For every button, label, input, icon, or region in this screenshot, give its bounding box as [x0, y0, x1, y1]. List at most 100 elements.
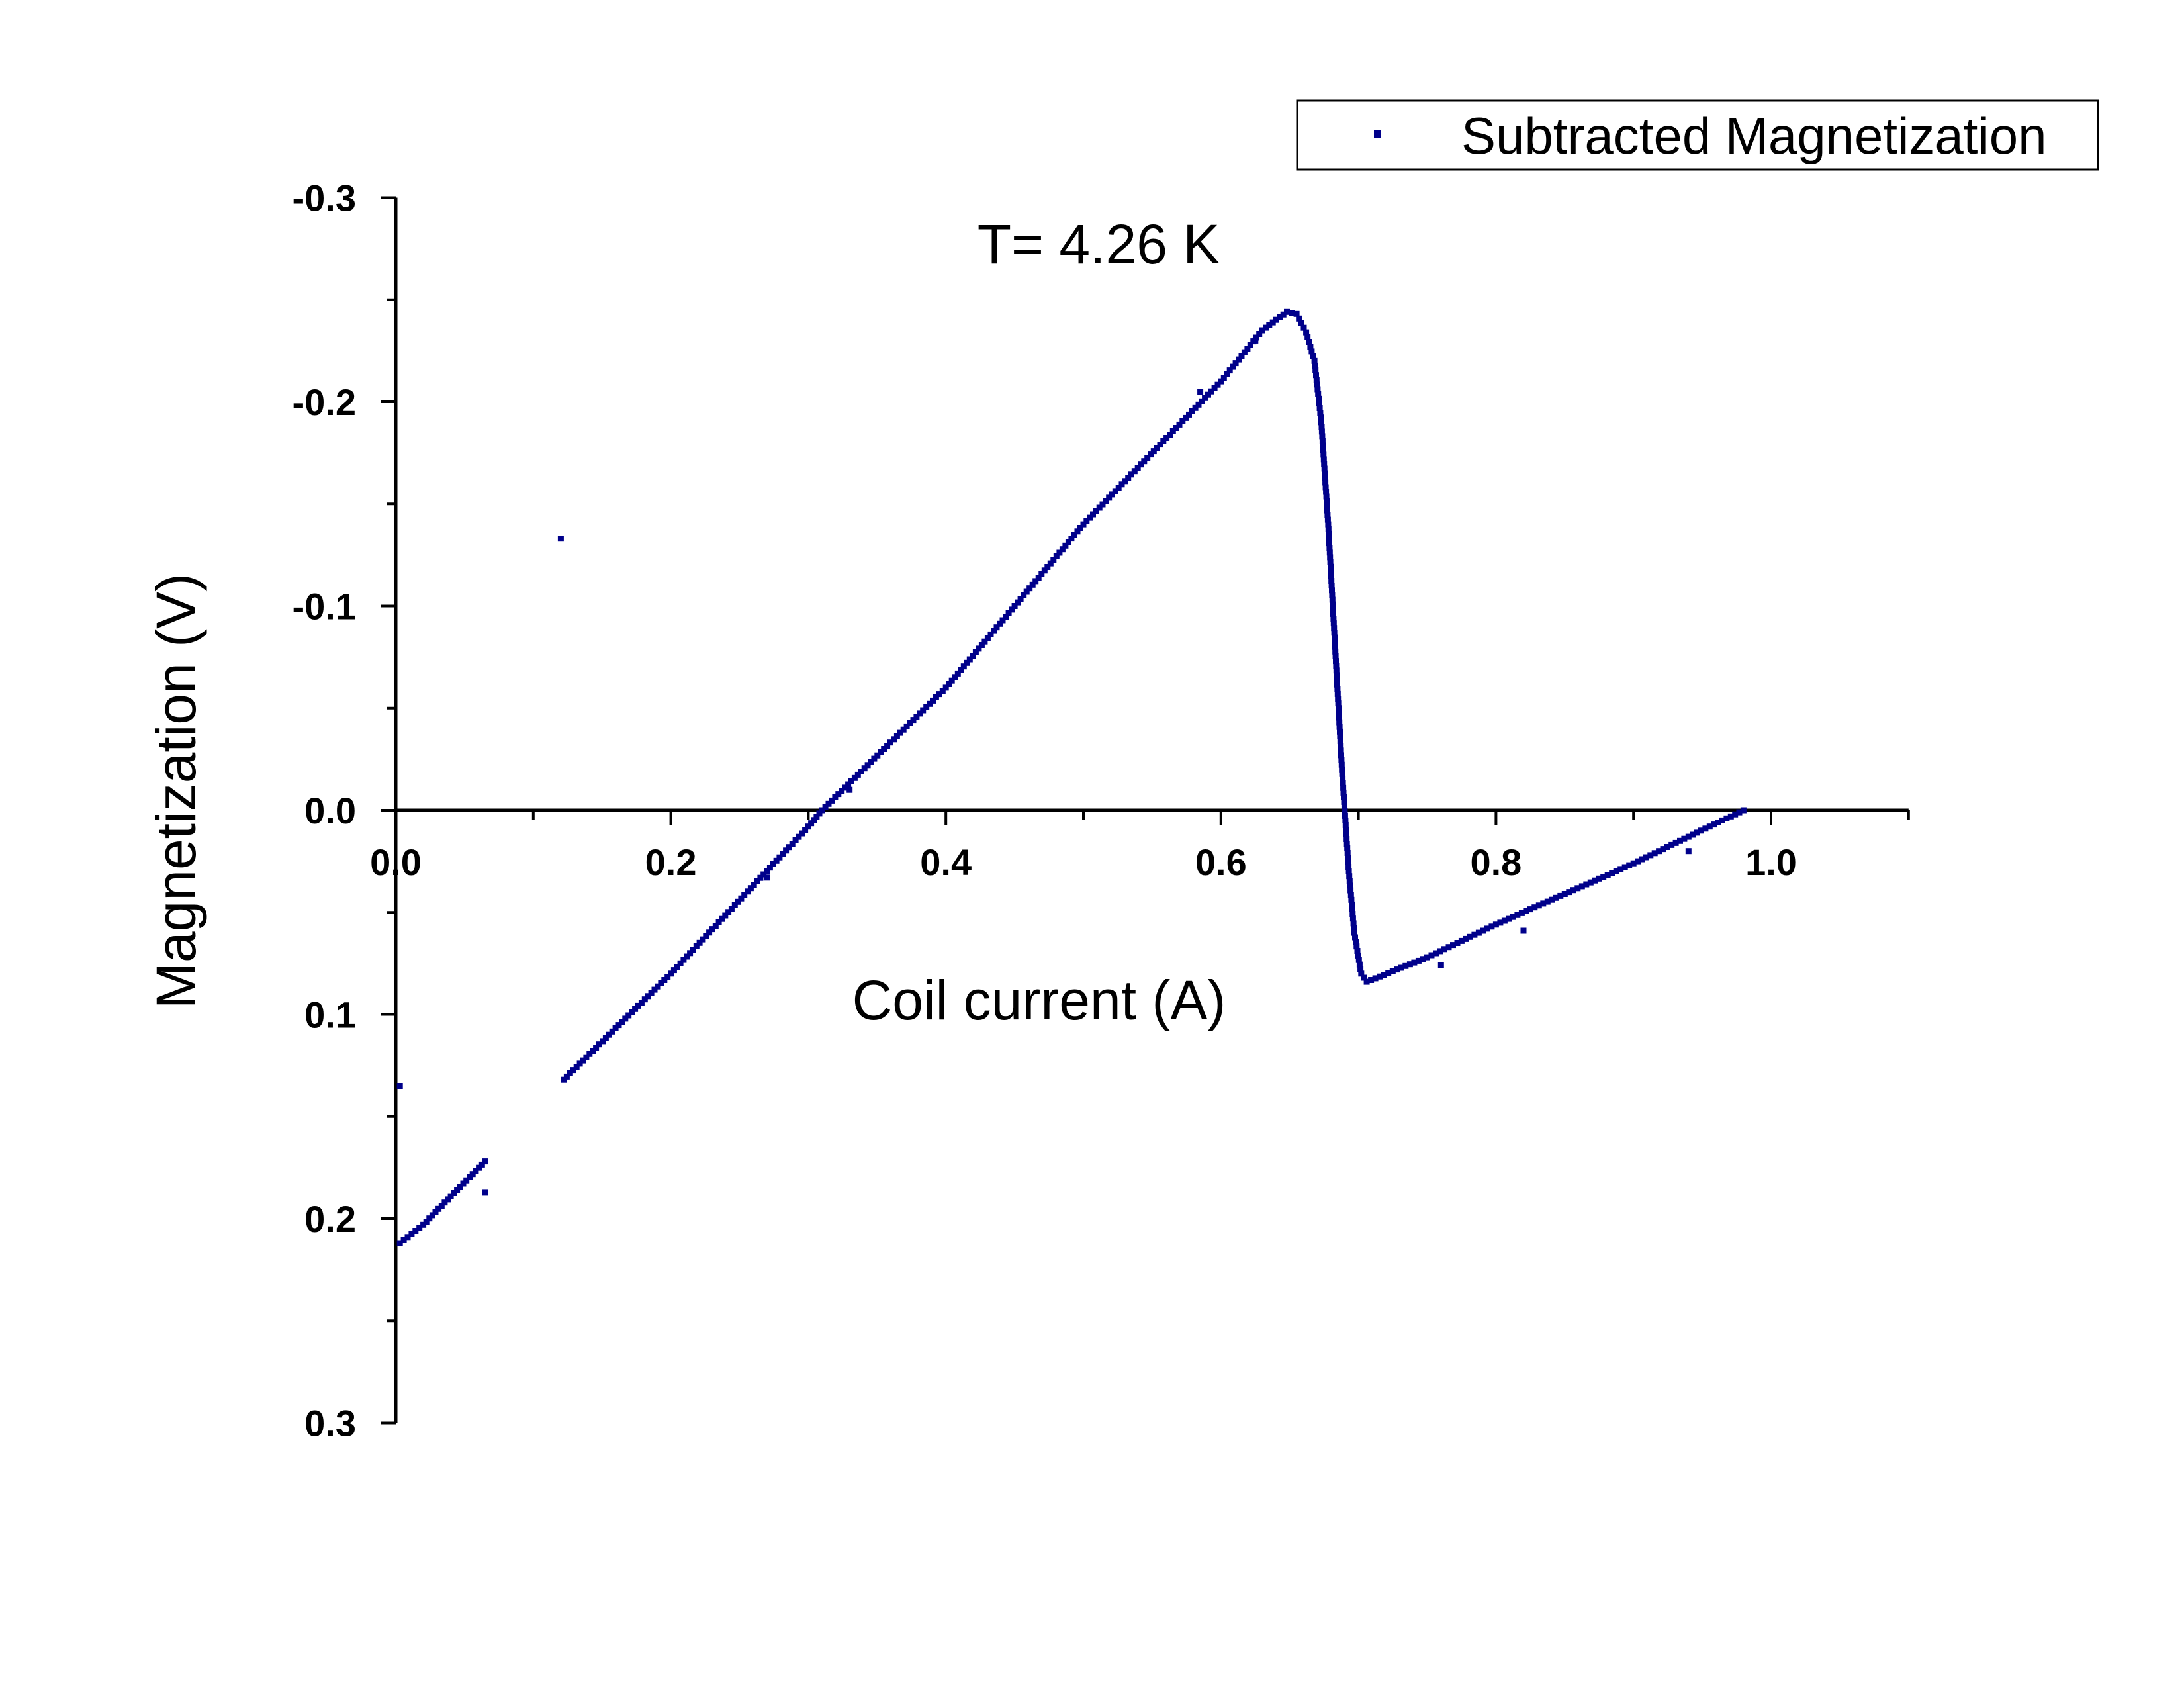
data-point [966, 656, 973, 663]
data-point [1163, 435, 1170, 441]
data-point [802, 827, 809, 833]
data-point [1723, 815, 1730, 821]
data-point [1332, 634, 1338, 641]
data-point [1711, 821, 1717, 828]
data-point [700, 936, 706, 943]
data-point [1347, 882, 1353, 889]
data-point [1357, 966, 1364, 972]
data-point [811, 817, 817, 823]
data-point [1342, 812, 1348, 819]
data-point [1570, 887, 1576, 894]
data-point [1308, 348, 1315, 355]
data-point [1330, 606, 1336, 612]
data-point [946, 681, 952, 687]
data-point [445, 1196, 451, 1203]
data-point [1523, 908, 1529, 914]
data-point [1527, 906, 1533, 913]
data-point [1336, 724, 1343, 730]
data-point [1269, 319, 1276, 326]
data-point [1549, 896, 1555, 903]
data-point [1381, 972, 1387, 978]
data-point [1319, 438, 1326, 444]
data-point [1361, 974, 1367, 981]
data-point [799, 830, 805, 837]
data-point [635, 1002, 641, 1009]
data-point [573, 1064, 580, 1070]
data-point [563, 1073, 570, 1080]
data-point [1318, 419, 1324, 426]
data-point [706, 929, 713, 936]
y-tick-label: 0.1 [304, 994, 356, 1036]
data-point [1617, 866, 1624, 872]
data-point [927, 700, 933, 707]
data-point [1326, 549, 1333, 556]
data-point [1050, 557, 1057, 563]
data-point [1087, 514, 1093, 521]
data-point [972, 649, 979, 655]
data-point [907, 720, 913, 726]
data-point [416, 1225, 423, 1231]
data-point [612, 1025, 619, 1031]
data-point [1202, 395, 1208, 401]
y-tick-label: 0.2 [304, 1198, 356, 1240]
data-point [1334, 672, 1340, 679]
data-point [703, 933, 709, 939]
data-point [451, 1190, 457, 1196]
data-point [668, 970, 674, 977]
data-point [1266, 322, 1273, 328]
data-point [1241, 349, 1248, 355]
data-point [1179, 418, 1186, 424]
data-point [441, 1199, 448, 1206]
data-point [1312, 367, 1319, 373]
data-point [1315, 391, 1322, 397]
outlier-point [846, 786, 853, 793]
data-point [473, 1168, 479, 1174]
data-point [1071, 532, 1077, 538]
data-point [454, 1187, 461, 1193]
data-point [1346, 878, 1353, 884]
data-point [832, 794, 839, 800]
data-point [632, 1006, 639, 1012]
data-point [655, 983, 661, 990]
data-point [426, 1215, 433, 1222]
data-point [1199, 398, 1205, 404]
data-point [1385, 970, 1392, 976]
data-point [1411, 959, 1418, 966]
data-point [1715, 820, 1721, 825]
data-point [1336, 710, 1342, 716]
data-point [991, 628, 997, 634]
data-point [1322, 479, 1329, 486]
outlier-point [1252, 337, 1259, 344]
data-point [1122, 478, 1128, 485]
data-point [1685, 833, 1692, 840]
data-point [1032, 578, 1039, 585]
data-point [1337, 733, 1343, 739]
data-point [1236, 356, 1242, 363]
data-point [764, 868, 770, 874]
data-point [482, 1158, 488, 1165]
data-point [999, 617, 1006, 624]
data-point [709, 926, 715, 933]
data-point [576, 1060, 583, 1067]
data-point [1338, 757, 1345, 763]
data-point [1195, 401, 1202, 408]
data-point [1141, 458, 1148, 465]
data-point [1335, 696, 1342, 702]
data-point [1220, 375, 1227, 381]
data-point [1320, 451, 1327, 458]
data-point [1324, 498, 1330, 504]
data-point [593, 1045, 600, 1051]
data-point [1211, 385, 1218, 391]
data-point [1316, 395, 1322, 402]
data-point [661, 977, 668, 983]
data-point [1406, 961, 1413, 968]
data-point [893, 733, 900, 739]
data-point [942, 684, 949, 691]
data-point [1347, 887, 1354, 894]
data-point [1313, 372, 1319, 379]
data-point [1340, 780, 1346, 786]
data-point [1134, 465, 1141, 471]
data-point [1353, 939, 1359, 945]
data-point [845, 781, 852, 788]
axes [394, 197, 1909, 1423]
